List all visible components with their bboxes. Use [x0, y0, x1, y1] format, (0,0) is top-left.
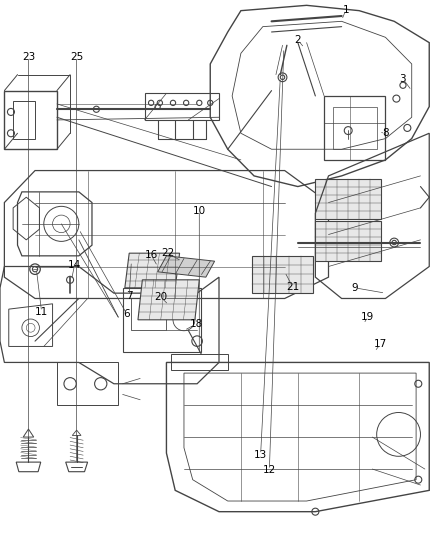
Text: 18: 18 [190, 319, 203, 329]
Text: 1: 1 [343, 5, 350, 14]
Polygon shape [315, 221, 381, 261]
Text: 9: 9 [351, 283, 358, 293]
Text: 25: 25 [70, 52, 83, 62]
Text: 13: 13 [254, 450, 267, 459]
Text: 16: 16 [145, 250, 158, 260]
Polygon shape [158, 256, 215, 277]
Text: 14: 14 [68, 261, 81, 270]
Text: 11: 11 [35, 307, 48, 317]
Polygon shape [252, 256, 313, 293]
Text: 20: 20 [155, 293, 168, 302]
Text: 17: 17 [374, 340, 387, 349]
Text: 19: 19 [361, 312, 374, 321]
Text: 22: 22 [161, 248, 174, 258]
Text: 12: 12 [263, 465, 276, 475]
Polygon shape [315, 179, 381, 219]
Text: 2: 2 [294, 35, 301, 45]
Text: 6: 6 [124, 310, 131, 319]
Text: 21: 21 [286, 282, 299, 292]
Polygon shape [138, 280, 199, 320]
Text: 8: 8 [382, 128, 389, 138]
Text: 7: 7 [126, 291, 133, 301]
Text: 23: 23 [22, 52, 35, 62]
Text: 10: 10 [193, 206, 206, 215]
Polygon shape [125, 253, 180, 288]
Text: 3: 3 [399, 74, 406, 84]
